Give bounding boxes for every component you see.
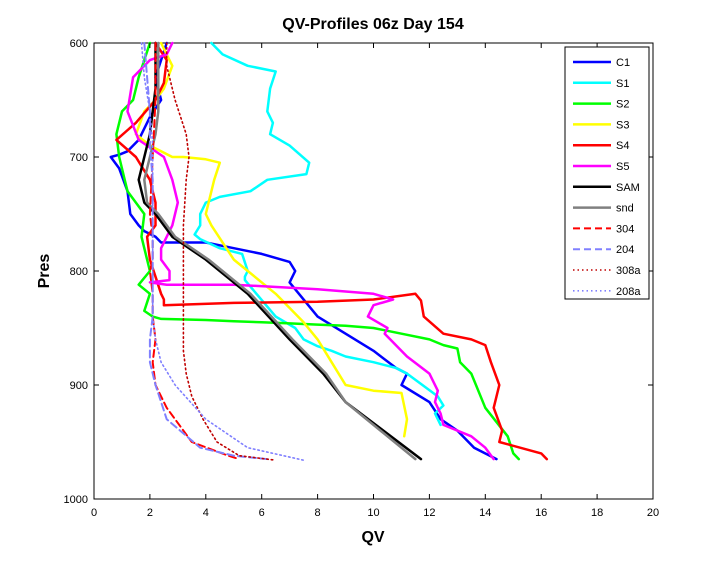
legend-label-snd: snd [616,203,634,215]
x-tick-label: 16 [535,507,547,519]
series-line-snd [143,41,417,461]
x-tick-label: 8 [315,507,321,519]
series-line-C1 [109,41,498,461]
x-tick-label: 14 [479,507,491,519]
legend: C1 S1 S2 S3 S4 S5 SAM snd 304 204 308a 208a [564,46,650,300]
legend-label-S2: S2 [616,99,629,111]
legend-label-208a: 208a [616,286,641,298]
legend-label-308a: 308a [616,265,641,277]
x-tick-label: 18 [591,507,603,519]
y-axis-label: Pres [36,254,53,289]
series-line-308a [165,42,277,462]
legend-label-204: 204 [616,244,634,256]
legend-label-304: 304 [616,223,634,235]
legend-label-S5: S5 [616,161,629,173]
series-line-204 [143,42,269,461]
series-line-S4 [115,41,549,461]
chart-title: QV-Profiles 06z Day 154 [282,16,464,33]
x-axis-label: QV [361,529,384,546]
legend-label-SAM: SAM [616,182,640,194]
legend-label-S4: S4 [616,140,629,152]
legend-label-S3: S3 [616,119,629,131]
x-tick-label: 6 [259,507,265,519]
y-tick-label: 900 [70,380,88,392]
series-layer [109,41,549,462]
series-line-S1 [193,41,445,427]
y-tick-label: 800 [70,266,88,278]
series-line-SAM [137,41,423,461]
x-tick-label: 4 [203,507,209,519]
y-tick-label: 700 [70,152,88,164]
x-tick-label: 2 [147,507,153,519]
x-tick-label: 10 [367,507,379,519]
series-line-208a [140,42,305,462]
y-tick-label: 1000 [64,494,88,506]
legend-box [564,46,650,300]
legend-label-C1: C1 [616,57,630,69]
x-tick-label: 0 [91,507,97,519]
y-tick-label: 600 [70,38,88,50]
axis-layer: 0 2 4 6 8 10 12 14 16 18 20 600 700 800 900 1000 [64,38,660,519]
legend-label-S1: S1 [616,78,629,90]
x-tick-label: 20 [647,507,659,519]
x-tick-label: 12 [423,507,435,519]
